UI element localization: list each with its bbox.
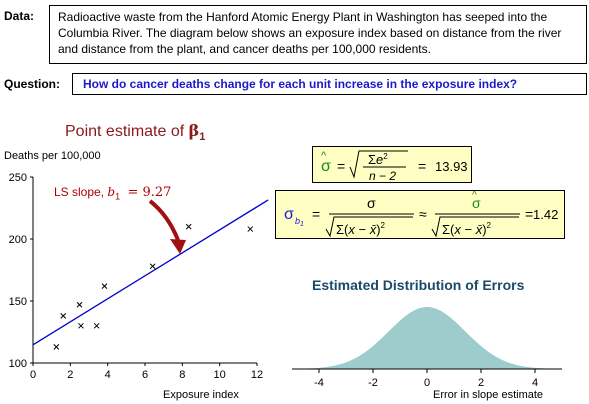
radical-sign-3 [431, 216, 519, 238]
arrow-head [170, 239, 186, 254]
x-tick-label: 12 [251, 369, 263, 381]
data-point [93, 322, 100, 329]
data-point-stroke [93, 322, 100, 329]
y-axis-label: Deaths per 100,000 [4, 150, 101, 162]
sigma-hat-symbol: σ [321, 158, 331, 175]
sigma-b1-symbol: σ [284, 206, 294, 223]
error-distribution-area [292, 307, 562, 369]
data-point-stroke [78, 322, 84, 329]
data-point-stroke [76, 301, 83, 308]
beta-subscript: 1 [199, 131, 206, 144]
data-point [60, 313, 67, 319]
beta-symbol: β [188, 121, 200, 140]
data-point-stroke [101, 283, 108, 289]
x-tick-label: 6 [142, 369, 148, 381]
sigma-b1-value: 1.42 [533, 207, 558, 222]
sigma-b1-formula: σ b1 = σ Σ(x − x̄)2 ≈ σ ^ Σ(x − x̄)2 = 1… [275, 190, 565, 239]
data-point [101, 283, 108, 289]
approx-sign: ≈ [419, 206, 427, 222]
sum-x-denominator-2: Σ(x − x̄)2 [442, 221, 492, 237]
ls-slope-sub: 1 [115, 191, 121, 202]
ls-slope-b: b [107, 185, 116, 199]
data-description: Radioactive waste from the Hanford Atomi… [49, 5, 587, 64]
equals-sign-3: = [312, 206, 320, 222]
y-tick-label: 100 [9, 358, 27, 370]
radical-sign-2 [325, 216, 413, 238]
x-tick-label: 2 [67, 369, 73, 381]
equals-sign-4: = [525, 206, 533, 222]
data-point [53, 344, 60, 350]
data-point [149, 263, 156, 270]
sigma-hat-value: 13.93 [435, 159, 468, 174]
distribution-title: Estimated Distribution of Errors [312, 277, 525, 293]
hat-mark: ^ [321, 150, 327, 162]
data-point [76, 301, 83, 308]
sigma-b1-subscript: b1 [295, 216, 304, 228]
sigma-b1-formula-graphic: σ b1 = σ Σ(x − x̄)2 ≈ σ ^ Σ(x − x̄)2 = 1… [284, 190, 558, 238]
dist-x-tick-label: 0 [424, 377, 430, 389]
regression-line [32, 199, 269, 346]
data-point [78, 322, 84, 329]
question-label: Question: [4, 77, 60, 91]
sum-e-squared: Σe2 [368, 152, 388, 167]
equals-sign-2: = [418, 158, 426, 174]
data-point-stroke [60, 313, 67, 319]
n-minus-2: n − 2 [369, 169, 396, 183]
x-tick-label: 8 [179, 369, 185, 381]
ls-slope-text: LS slope, [54, 185, 105, 199]
data-point-stroke [185, 223, 192, 230]
y-tick-label: 150 [9, 296, 27, 308]
question-text: How do cancer deaths change for each uni… [72, 73, 587, 95]
point-estimate-text: Point estimate of [65, 123, 185, 140]
ls-slope-value: = 9.27 [127, 185, 172, 200]
sigma-numerator: σ [367, 195, 376, 211]
x-tick-label: 0 [30, 369, 36, 381]
x-tick-label: 4 [105, 369, 111, 381]
dist-x-tick-label: -4 [314, 377, 324, 389]
distribution-x-label: Error in slope estimate [433, 389, 544, 401]
y-tick-label: 250 [9, 172, 27, 184]
point-estimate-title: Point estimate of β1 [65, 121, 205, 143]
sigma-hat-formula: σ ^ = Σe2 n − 2 = 13.93 [312, 146, 472, 183]
radical-sign [349, 150, 408, 179]
equals-sign: = [337, 158, 345, 174]
sigma-hat-formula-graphic: σ ^ = Σe2 n − 2 = 13.93 [321, 150, 468, 183]
data-point-stroke [149, 263, 156, 270]
ls-slope-label: LS slope, b1 = 9.27 [54, 185, 171, 201]
dist-x-tick-label: 2 [478, 377, 484, 389]
x-axis-label: Exposure index [163, 389, 239, 401]
y-tick-label: 200 [9, 234, 27, 246]
dist-x-tick-label: 4 [532, 377, 538, 389]
data-point-stroke [247, 226, 254, 232]
data-label: Data: [4, 9, 35, 23]
hat-mark-2: ^ [472, 191, 477, 201]
data-point-stroke [53, 344, 60, 350]
data-point [247, 226, 254, 232]
sigma-hat-numerator: σ [472, 195, 481, 211]
x-tick-label: 10 [214, 369, 226, 381]
dist-x-tick-label: -2 [368, 377, 378, 389]
data-point [185, 223, 192, 230]
sum-x-denominator: Σ(x − x̄)2 [336, 221, 386, 237]
arrow-shaft [148, 199, 180, 241]
